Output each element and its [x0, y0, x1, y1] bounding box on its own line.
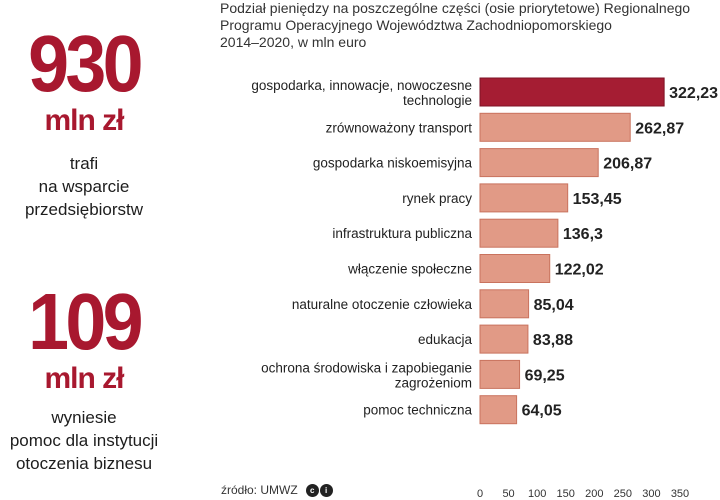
category-label: gospodarka, innowacje, nowoczesne [251, 78, 472, 93]
bar-value-label: 322,23 [669, 85, 718, 102]
stat-description-line: trafi [69, 154, 99, 173]
category-label: zagrożeniom [395, 375, 472, 390]
stat-description-line: na wsparcie [38, 177, 130, 196]
x-tick-label: 300 [642, 488, 660, 500]
bar [479, 289, 530, 319]
bar-value-label: 153,45 [573, 191, 622, 208]
category-label: ochrona środowiska i zapobieganie [261, 360, 472, 375]
bar [479, 77, 665, 107]
x-tick-label: 150 [557, 488, 575, 500]
bar-value-label: 122,02 [555, 262, 604, 279]
cc-glyph: c [305, 483, 319, 497]
category-label: włączenie społeczne [347, 262, 472, 277]
x-tick-label: 50 [502, 488, 514, 500]
stat-description: wyniesie pomoc dla instytucji otoczenia … [0, 406, 168, 475]
bar [479, 395, 518, 425]
category-label: rynek pracy [402, 191, 472, 206]
category-label: pomoc techniczna [363, 403, 472, 418]
category-label: technologie [403, 93, 472, 108]
source-note: źródło: UMWZ c i [221, 483, 333, 497]
bar-value-label: 136,3 [563, 226, 603, 243]
bar-value-label: 206,87 [603, 156, 652, 173]
stat-description: trafi na wsparcie przedsiębiorstw [0, 152, 168, 221]
bar-value-label: 64,05 [522, 403, 562, 420]
category-label: zrównoważony transport [326, 120, 473, 135]
stat-enterprises: 930 mln zł trafi na wsparcie przedsiębio… [0, 24, 168, 221]
bar-value-label: 85,04 [534, 297, 574, 314]
stat-unit: mln zł [44, 362, 124, 395]
chart-title-line: 2014–2020, w mln euro [220, 34, 367, 50]
bar [479, 112, 631, 142]
bar [479, 359, 521, 389]
bar-value-label: 69,25 [525, 367, 565, 384]
x-tick-label: 100 [528, 488, 546, 500]
cc-by-icon: c i [305, 483, 333, 497]
bar [479, 218, 559, 248]
x-tick-label: 250 [614, 488, 632, 500]
bar [479, 254, 551, 283]
by-glyph: i [319, 483, 333, 497]
stat-unit: mln zł [44, 104, 124, 137]
stat-number: 930 [28, 19, 143, 108]
category-label: edukacja [418, 332, 473, 347]
chart-title: Podział pieniędzy na poszczególne części… [220, 0, 720, 51]
category-label: naturalne otoczenie człowieka [292, 297, 473, 312]
x-tick-label: 200 [585, 488, 603, 500]
stat-description-line: wyniesie [51, 408, 117, 427]
bar-value-label: 83,88 [533, 332, 573, 349]
x-tick-label: 0 [477, 488, 483, 500]
chart-title-line: Programu Operacyjnego Województwa Zachod… [220, 17, 612, 33]
stat-description-line: przedsiębiorstw [24, 200, 144, 219]
category-label: gospodarka niskoemisyjna [313, 156, 473, 171]
x-tick-label: 350 [671, 488, 689, 500]
stat-description-line: otoczenia biznesu [15, 454, 153, 473]
bar [479, 183, 569, 213]
category-label: infrastruktura publiczna [332, 226, 472, 241]
bar-value-label: 262,87 [635, 120, 684, 137]
stats-panel: 930 mln zł trafi na wsparcie przedsiębio… [0, 0, 190, 500]
bar [479, 148, 599, 178]
chart-title-line: Podział pieniędzy na poszczególne części… [220, 0, 691, 16]
stat-description-line: pomoc dla instytucji [9, 431, 159, 450]
stat-number: 109 [28, 277, 143, 366]
bar [479, 324, 529, 354]
source-text: źródło: UMWZ [221, 483, 298, 497]
stat-business-institutions: 109 mln zł wyniesie pomoc dla instytucji… [0, 282, 168, 475]
